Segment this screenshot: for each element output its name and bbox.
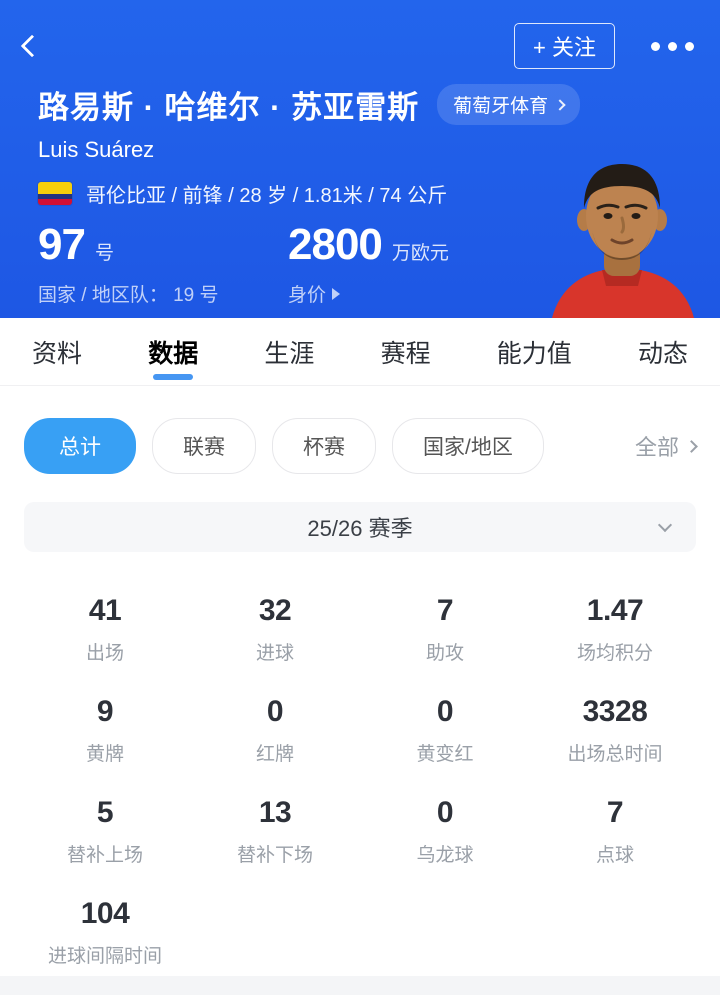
chevron-right-icon xyxy=(685,439,698,453)
stat-label: 替补下场 xyxy=(236,845,313,866)
stat-value: 13 xyxy=(258,796,292,829)
back-chevron-icon xyxy=(20,34,44,58)
market-value-expand-icon xyxy=(332,287,341,300)
player-info-row: 哥伦比亚 / 前锋 / 28 岁 / 1.81米 / 74 公斤 xyxy=(38,179,720,208)
top-bar-actions: + 关注 xyxy=(514,23,696,69)
shirt-number: 97 xyxy=(38,220,86,269)
stat-value: 1.47 xyxy=(586,594,644,627)
stat-appearances: 41 出场 xyxy=(20,594,190,665)
market-value-unit: 万欧元 xyxy=(391,243,449,264)
stat-label: 出场总时间 xyxy=(567,744,663,765)
club-badge[interactable]: 葡萄牙体育 xyxy=(437,84,581,125)
stat-label: 场均积分 xyxy=(576,643,653,664)
filter-row: 总计 联赛 杯赛 国家/地区 全部 xyxy=(0,418,720,474)
tab-career[interactable]: 生涯 xyxy=(264,339,315,368)
name-row: 路易斯 · 哈维尔 · 苏亚雷斯 葡萄牙体育 xyxy=(38,82,720,127)
stat-value: 0 xyxy=(266,695,284,728)
filter-national[interactable]: 国家/地区 xyxy=(392,418,544,474)
more-menu-icon[interactable] xyxy=(649,36,696,57)
stat-value: 104 xyxy=(80,897,130,930)
market-value-block[interactable]: 2800 万欧元 身价 xyxy=(288,220,538,307)
player-info-line: 哥伦比亚 / 前锋 / 28 岁 / 1.81米 / 74 公斤 xyxy=(86,185,448,207)
national-team-number: 国家 / 地区队： 19 号 xyxy=(38,285,219,306)
stat-label: 黄变红 xyxy=(416,744,474,765)
stat-label: 进球 xyxy=(255,643,294,664)
back-button[interactable] xyxy=(20,26,64,66)
filter-all-label: 全部 xyxy=(634,435,679,460)
number-value-row: 97 号 国家 / 地区队： 19 号 2800 万欧元 身价 xyxy=(38,220,720,307)
stat-label: 乌龙球 xyxy=(416,845,474,866)
filter-cup[interactable]: 杯赛 xyxy=(272,418,376,474)
player-photo xyxy=(552,164,694,318)
stat-minutes: 3328 出场总时间 xyxy=(530,695,700,766)
follow-button[interactable]: + 关注 xyxy=(514,23,615,69)
shirt-number-unit: 号 xyxy=(94,243,114,264)
stat-value: 7 xyxy=(606,796,624,829)
player-name-en: Luis Suárez xyxy=(38,137,155,162)
stat-label: 黄牌 xyxy=(85,744,124,765)
market-value: 2800 xyxy=(288,220,383,269)
stats-grid: 41 出场 32 进球 7 助攻 1.47 场均积分 9 黄牌 0 红牌 0 黄变红 3328… xyxy=(0,594,720,968)
stat-goal-interval: 104 进球间隔时间 xyxy=(20,897,190,968)
stat-value: 7 xyxy=(436,594,454,627)
stat-value: 5 xyxy=(96,796,114,829)
stat-value: 32 xyxy=(258,594,292,627)
filter-league[interactable]: 联赛 xyxy=(152,418,256,474)
stat-goals: 32 进球 xyxy=(190,594,360,665)
tab-ability[interactable]: 能力值 xyxy=(496,339,572,368)
tab-profile[interactable]: 资料 xyxy=(32,339,83,368)
stat-value: 41 xyxy=(88,594,122,627)
chevron-down-icon xyxy=(657,517,673,533)
stat-value: 0 xyxy=(436,796,454,829)
player-header: + 关注 路易斯 · 哈维尔 · 苏亚雷斯 葡萄牙体育 Luis Suárez … xyxy=(0,0,720,318)
stat-label: 点球 xyxy=(595,845,634,866)
stat-label: 进球间隔时间 xyxy=(47,946,162,967)
stat-sub-on: 5 替补上场 xyxy=(20,796,190,867)
stat-penalties: 7 点球 xyxy=(530,796,700,867)
tab-schedule[interactable]: 赛程 xyxy=(380,339,431,368)
stat-second-yellow: 0 黄变红 xyxy=(360,695,530,766)
stat-value: 0 xyxy=(436,695,454,728)
tab-bar: 资料 数据 生涯 赛程 能力值 动态 xyxy=(0,318,720,386)
club-badge-label: 葡萄牙体育 xyxy=(453,96,549,117)
stat-avg-points: 1.47 场均积分 xyxy=(530,594,700,665)
tab-news[interactable]: 动态 xyxy=(637,339,688,368)
stat-value: 3328 xyxy=(582,695,648,728)
shirt-number-block: 97 号 国家 / 地区队： 19 号 xyxy=(38,220,288,307)
top-bar: + 关注 xyxy=(0,0,720,69)
stat-label: 红牌 xyxy=(255,744,294,765)
stat-sub-off: 13 替补下场 xyxy=(190,796,360,867)
stat-red-cards: 0 红牌 xyxy=(190,695,360,766)
colombia-flag-icon xyxy=(38,182,72,205)
filter-total[interactable]: 总计 xyxy=(24,418,136,474)
stat-label: 替补上场 xyxy=(66,845,143,866)
stat-yellow-cards: 9 黄牌 xyxy=(20,695,190,766)
market-value-label: 身价 xyxy=(288,285,327,306)
stat-label: 助攻 xyxy=(425,643,464,664)
stat-own-goals: 0 乌龙球 xyxy=(360,796,530,867)
player-name-cn: 路易斯 · 哈维尔 · 苏亚雷斯 xyxy=(38,90,420,125)
stat-value: 9 xyxy=(96,695,114,728)
chevron-right-icon xyxy=(554,98,566,111)
stat-assists: 7 助攻 xyxy=(360,594,530,665)
season-selector[interactable]: 25/26 赛季 xyxy=(24,502,696,552)
season-label: 25/26 赛季 xyxy=(307,516,413,541)
tab-data[interactable]: 数据 xyxy=(146,316,200,388)
filter-all-link[interactable]: 全部 xyxy=(634,430,698,462)
stat-label: 出场 xyxy=(85,643,124,664)
next-section-divider xyxy=(0,976,720,995)
